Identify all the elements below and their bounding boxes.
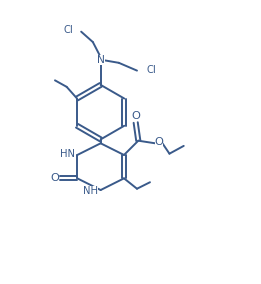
Text: N: N	[97, 55, 105, 65]
Text: Cl: Cl	[147, 65, 157, 75]
Text: NH: NH	[83, 186, 98, 196]
Text: O: O	[155, 137, 163, 147]
Text: O: O	[131, 111, 140, 121]
Text: O: O	[50, 173, 59, 183]
Text: Cl: Cl	[64, 25, 73, 36]
Text: HN: HN	[60, 149, 75, 159]
